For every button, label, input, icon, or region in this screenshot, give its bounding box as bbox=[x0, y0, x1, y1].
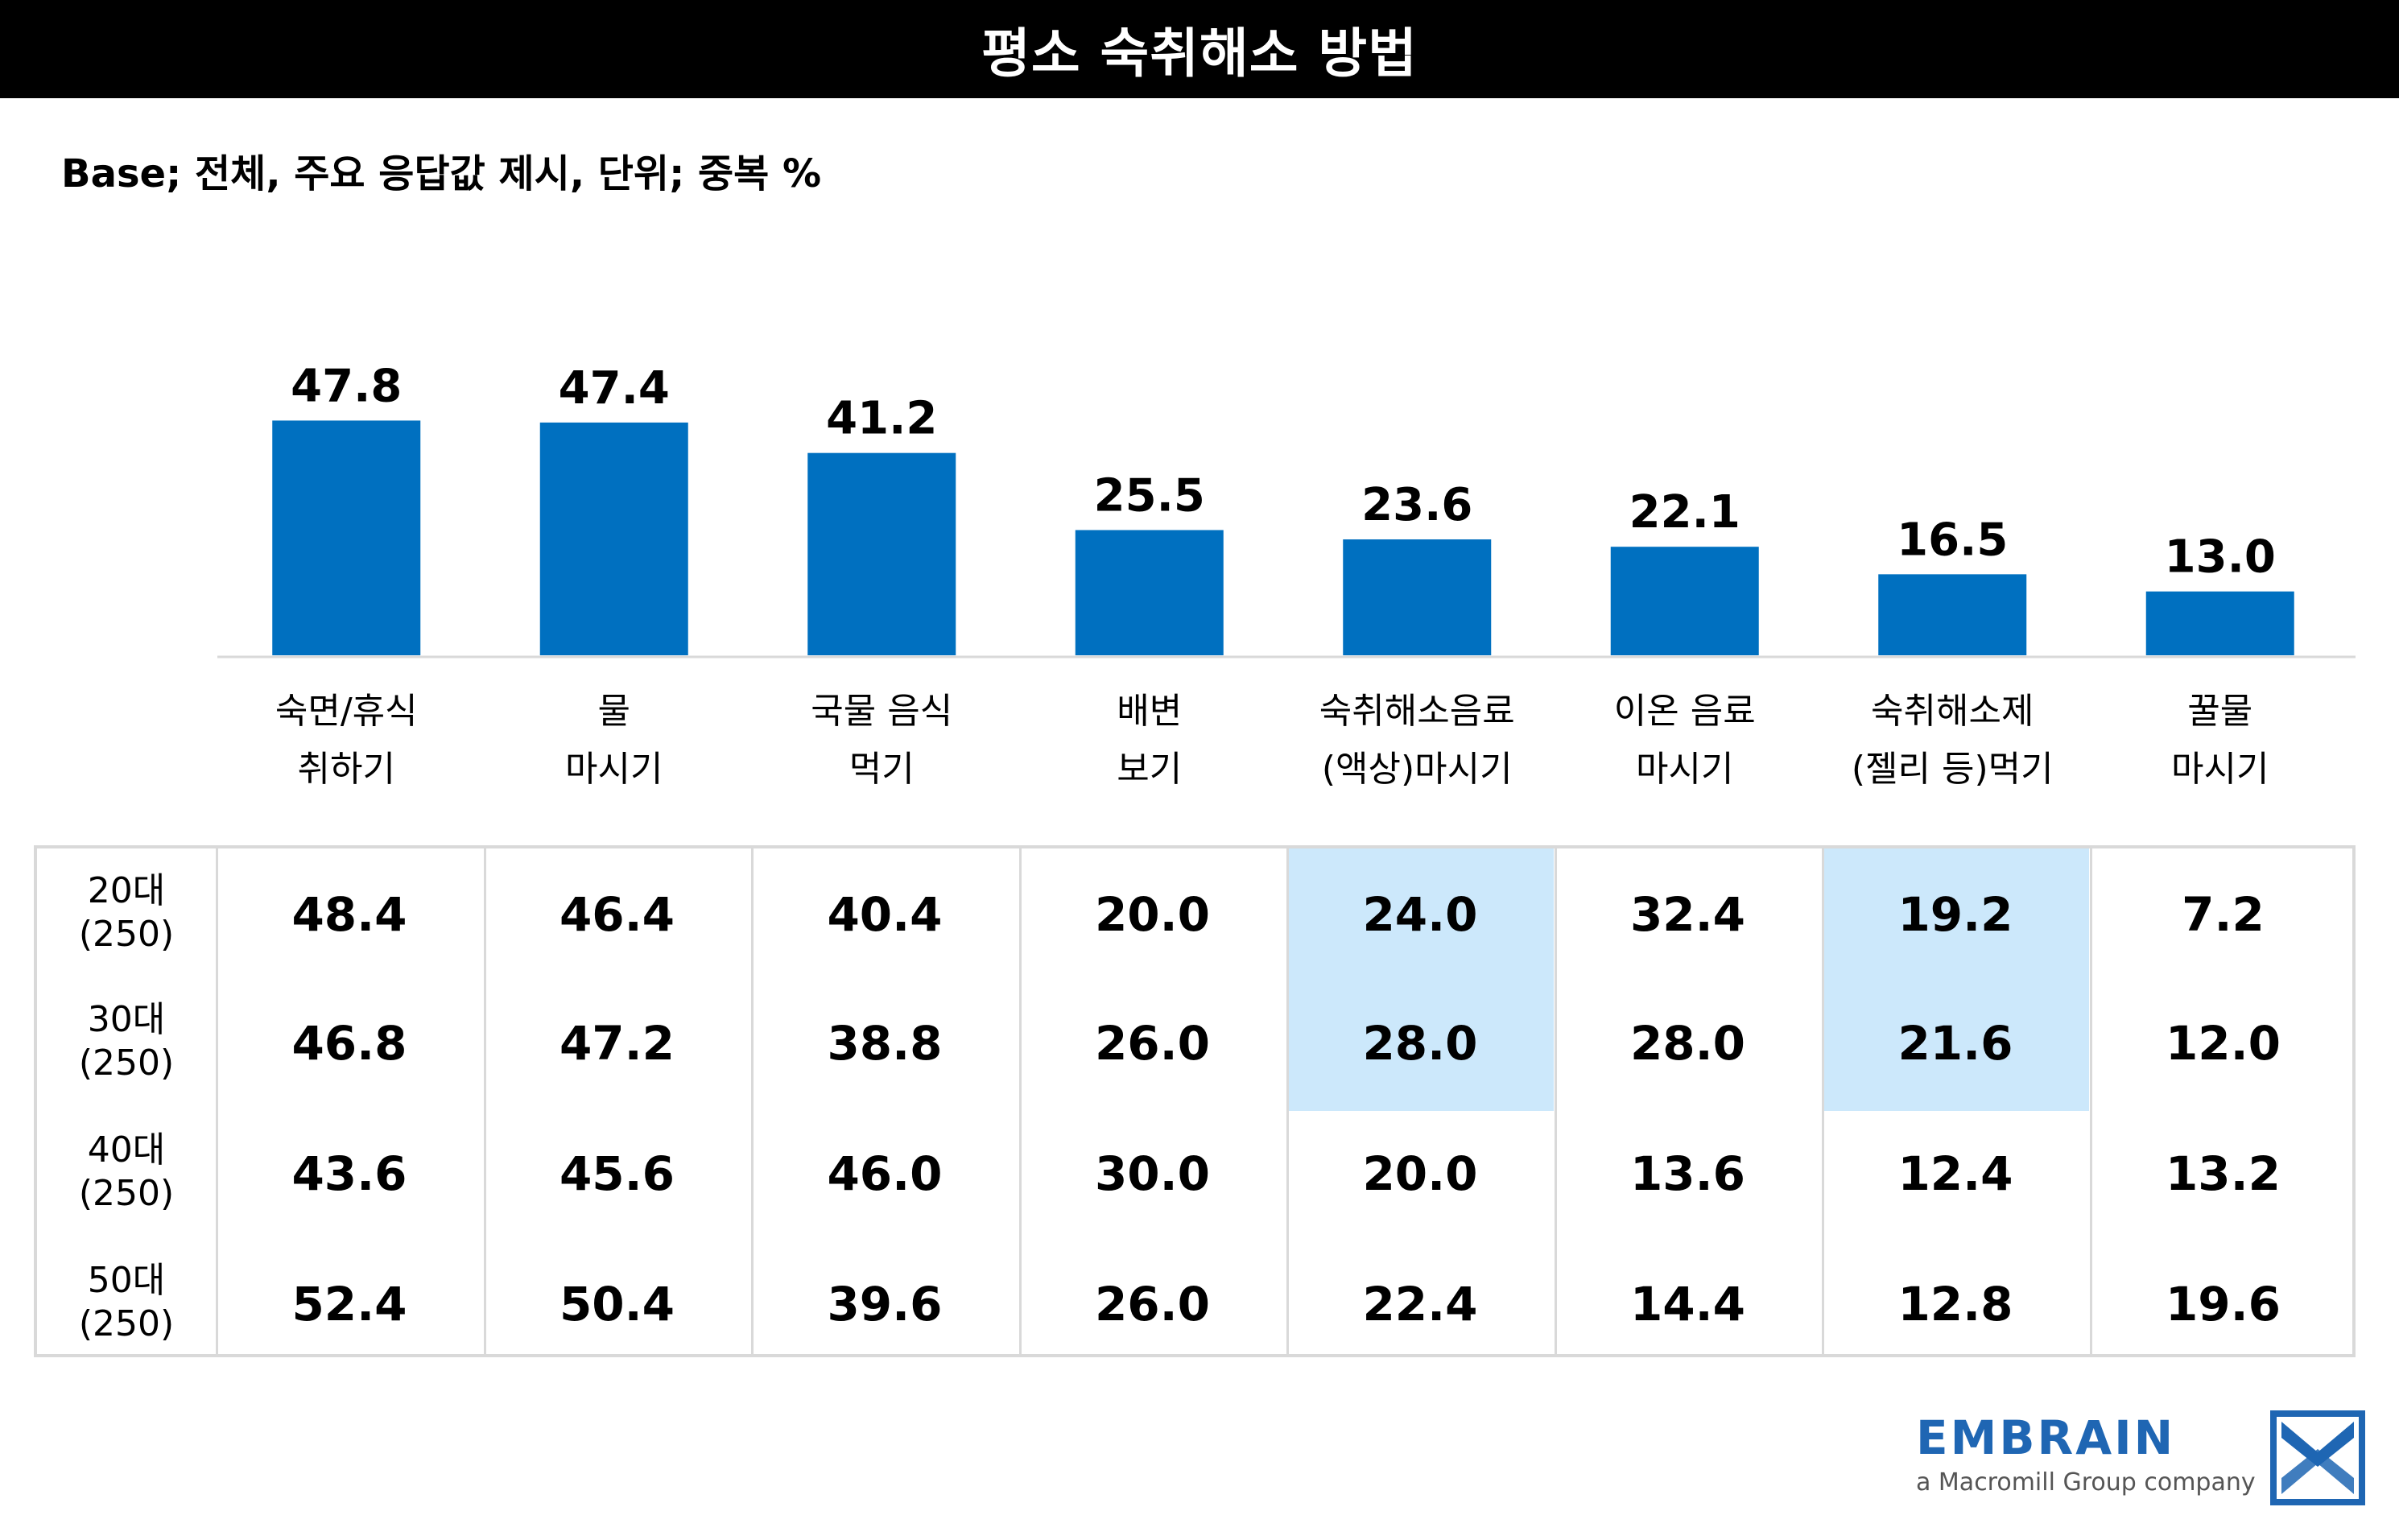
category-label: 물 bbox=[598, 691, 630, 732]
column-divider bbox=[751, 848, 754, 1354]
table-cell: 20.0 bbox=[1362, 1146, 1478, 1201]
table-cell: 50.4 bbox=[559, 1277, 675, 1332]
table-cell: 13.2 bbox=[2165, 1146, 2281, 1201]
column-divider bbox=[1286, 848, 1289, 1354]
table-cell: 13.6 bbox=[1629, 1146, 1746, 1201]
base-note: Base; 전체, 주요 응답값 제시, 단위; 중복 % bbox=[61, 151, 822, 196]
embrain-logo: EMBRAIN a Macromill Group company bbox=[1916, 1410, 2367, 1515]
highlighted-cell bbox=[1823, 848, 2089, 981]
bar bbox=[807, 452, 956, 655]
column-divider bbox=[1018, 848, 1022, 1354]
data-label: 22.1 bbox=[1629, 486, 1740, 539]
data-label: 41.2 bbox=[826, 393, 937, 445]
table-cell: 20.0 bbox=[1094, 887, 1211, 942]
row-header-line: (250) bbox=[78, 1042, 175, 1084]
data-label: 47.8 bbox=[291, 360, 402, 412]
table-cell: 43.6 bbox=[291, 1146, 407, 1201]
row-header-line: 50대 bbox=[87, 1260, 166, 1301]
row-header: 50대 (250) bbox=[37, 1259, 216, 1346]
category-label: 꿀물 bbox=[2187, 691, 2252, 732]
table-cell: 30.0 bbox=[1094, 1146, 1211, 1201]
category-label: 먹기 bbox=[849, 749, 915, 790]
table-cell: 14.4 bbox=[1629, 1277, 1746, 1332]
data-label: 23.6 bbox=[1361, 479, 1472, 531]
category-label: 숙취해소음료 bbox=[1319, 691, 1515, 732]
row-header-line: 30대 bbox=[87, 999, 166, 1040]
row-header: 20대 (250) bbox=[37, 869, 216, 956]
table-cell: 32.4 bbox=[1629, 887, 1746, 942]
logo-wordmark: EMBRAIN bbox=[1916, 1410, 2176, 1465]
table-cell: 12.8 bbox=[1897, 1277, 2013, 1332]
category-label: (액상)마시기 bbox=[1322, 749, 1513, 790]
bar bbox=[272, 420, 421, 655]
highlighted-cell bbox=[1288, 848, 1554, 981]
bar bbox=[2145, 591, 2294, 655]
category-label: 취하기 bbox=[298, 749, 395, 790]
bar bbox=[1610, 547, 1759, 655]
category-label: 마시기 bbox=[565, 749, 663, 790]
row-header-line: (250) bbox=[78, 1303, 175, 1344]
column-divider bbox=[1822, 848, 1824, 1354]
row-header: 40대 (250) bbox=[37, 1129, 216, 1216]
table-cell: 12.4 bbox=[1897, 1146, 2013, 1201]
table-cell: 7.2 bbox=[2182, 887, 2265, 942]
category-label: 이온 음료 bbox=[1614, 691, 1756, 732]
row-header-line: 20대 bbox=[87, 870, 166, 911]
bar bbox=[539, 422, 688, 655]
column-divider bbox=[2089, 848, 2092, 1354]
table-cell: 40.4 bbox=[827, 887, 943, 942]
column-divider bbox=[483, 848, 486, 1354]
table-cell: 45.6 bbox=[559, 1146, 675, 1201]
data-label: 47.4 bbox=[559, 362, 670, 415]
bar bbox=[1343, 539, 1492, 655]
table-cell: 47.2 bbox=[559, 1016, 675, 1071]
category-label: 보기 bbox=[1117, 749, 1182, 790]
highlighted-cell bbox=[1288, 981, 1554, 1111]
category-label: 마시기 bbox=[2171, 749, 2269, 790]
table-cell: 48.4 bbox=[291, 887, 407, 942]
data-label: 13.0 bbox=[2165, 531, 2276, 584]
table-cell: 46.0 bbox=[827, 1146, 943, 1201]
bar bbox=[1878, 574, 2027, 655]
bar bbox=[1075, 530, 1224, 655]
data-label: 16.5 bbox=[1897, 514, 2008, 566]
table-cell: 12.0 bbox=[2165, 1016, 2281, 1071]
table-cell: 52.4 bbox=[291, 1277, 407, 1332]
table-cell: 22.4 bbox=[1362, 1277, 1478, 1332]
age-group-table: 20대 (250) 48.4 46.4 40.4 20.0 24.0 32.4 19.2 7.2 3… bbox=[34, 845, 2356, 1357]
row-header-line: (250) bbox=[78, 914, 175, 955]
table-cell: 46.8 bbox=[291, 1016, 407, 1071]
row-header-line: 40대 bbox=[87, 1129, 166, 1170]
table-cell: 26.0 bbox=[1094, 1016, 1211, 1071]
category-label: 숙면/휴식 bbox=[275, 691, 418, 732]
table-cell: 19.6 bbox=[2165, 1277, 2281, 1332]
table-cell: 38.8 bbox=[827, 1016, 943, 1071]
table-cell: 39.6 bbox=[827, 1277, 943, 1332]
highlighted-cell bbox=[1823, 981, 2089, 1111]
table-cell: 28.0 bbox=[1629, 1016, 1746, 1071]
logo-tagline: a Macromill Group company bbox=[1916, 1468, 2256, 1497]
column-divider bbox=[216, 848, 218, 1354]
category-label: 숙취해소제 bbox=[1871, 691, 2034, 732]
row-header-line: (250) bbox=[78, 1173, 175, 1214]
table-cell: 26.0 bbox=[1094, 1277, 1211, 1332]
data-label: 25.5 bbox=[1094, 469, 1205, 522]
category-label: 마시기 bbox=[1636, 749, 1733, 790]
page-title: 평소 숙취해소 방법 bbox=[0, 0, 2399, 98]
table-cell: 46.4 bbox=[559, 887, 675, 942]
table-cell: 19.2 bbox=[1897, 887, 2013, 942]
table-cell: 24.0 bbox=[1362, 887, 1478, 942]
table-cell: 21.6 bbox=[1897, 1016, 2013, 1071]
category-label: (젤리 등)먹기 bbox=[1852, 749, 2054, 790]
column-divider bbox=[1554, 848, 1557, 1354]
category-label: 배변 bbox=[1117, 691, 1182, 732]
category-label: 국물 음식 bbox=[811, 691, 952, 732]
row-header: 30대 (250) bbox=[37, 998, 216, 1085]
embrain-logo-icon bbox=[2270, 1410, 2365, 1505]
table-cell: 28.0 bbox=[1362, 1016, 1478, 1071]
